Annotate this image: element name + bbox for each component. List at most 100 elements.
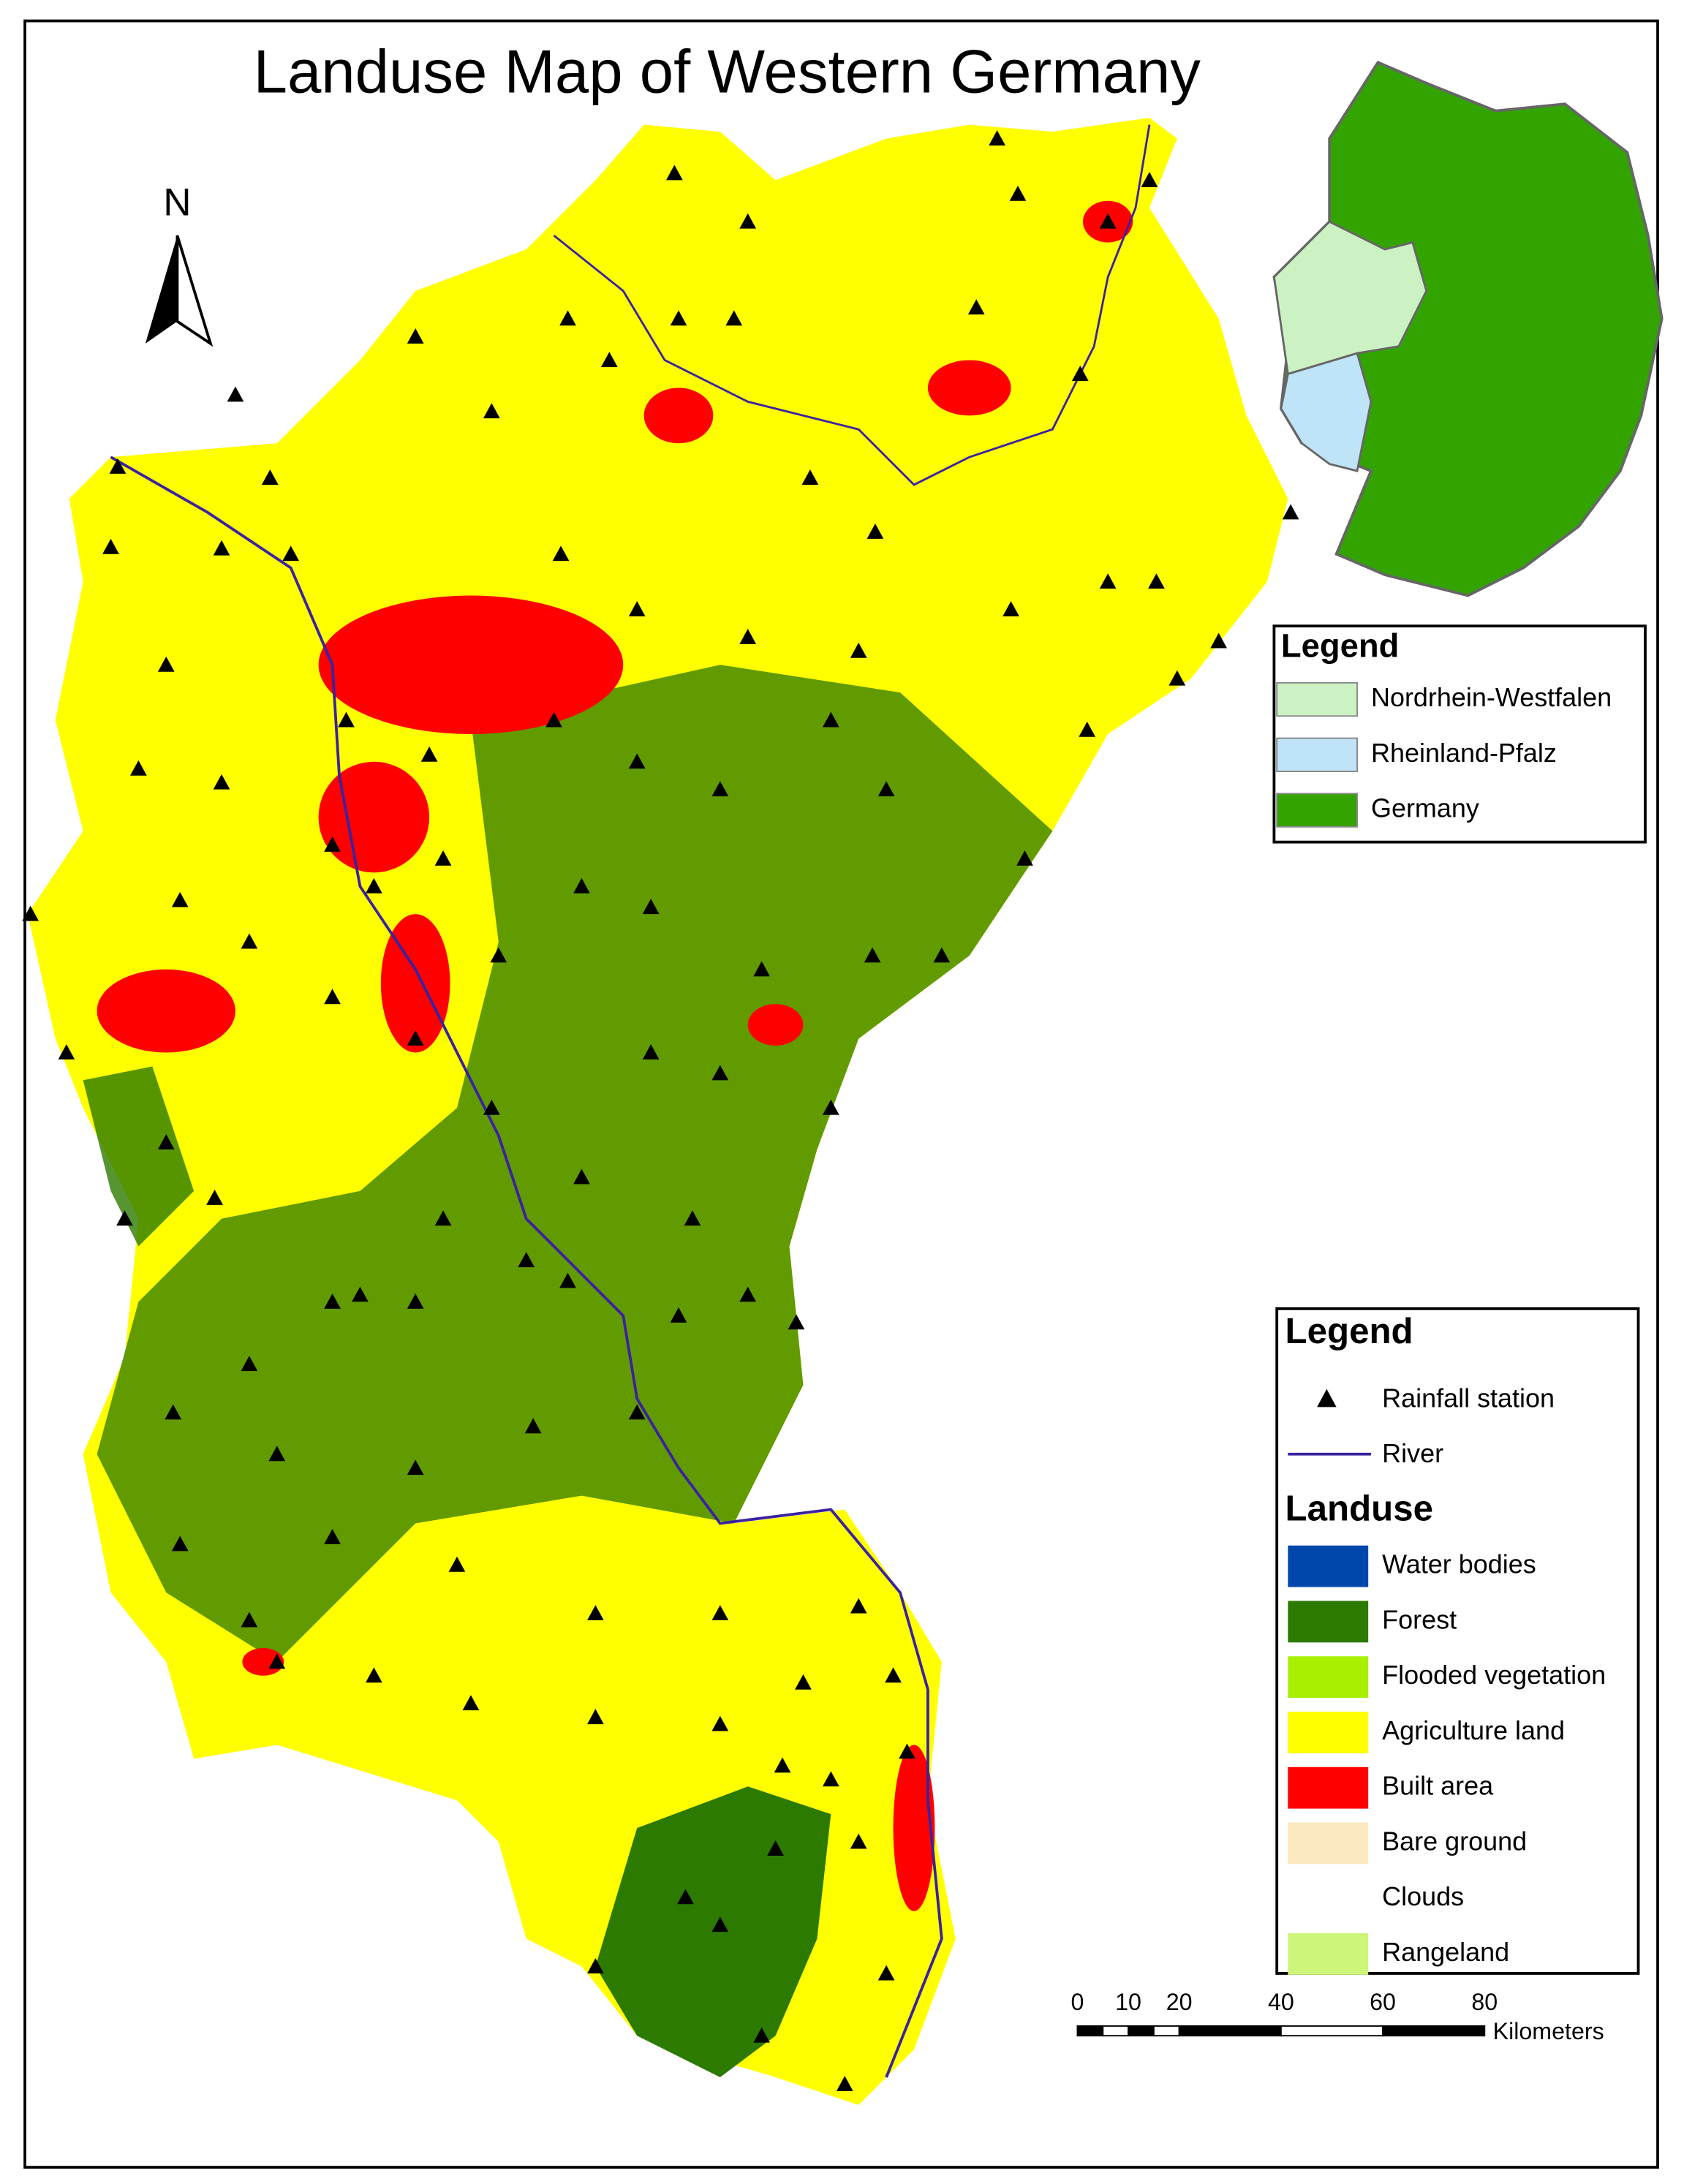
built-area	[318, 595, 624, 734]
rainfall-station	[58, 1044, 75, 1059]
rainfall-station	[407, 1293, 424, 1309]
rainfall-station	[434, 850, 452, 866]
built-area	[927, 360, 1011, 416]
legend-label: Rangeland	[1382, 1937, 1509, 1967]
rainfall-station	[268, 1446, 286, 1462]
legend-swatch	[1288, 1767, 1369, 1809]
rainfall-station	[711, 1916, 729, 1932]
rainfall-station	[483, 403, 500, 419]
built-area	[893, 1745, 935, 1911]
legend-label: Germany	[1371, 793, 1479, 823]
rainfall-station	[22, 905, 39, 921]
built-area	[97, 969, 235, 1053]
rainfall-station	[628, 753, 646, 769]
rainfall-station	[1210, 632, 1228, 649]
scale-segment	[1076, 2025, 1104, 2037]
rainfall-station	[552, 545, 570, 562]
rainfall-station	[268, 1653, 286, 1669]
legend-swatch	[1288, 1878, 1369, 1920]
rainfall-station	[227, 386, 244, 402]
rainfall-station	[1148, 573, 1165, 589]
rainfall-station	[711, 1605, 729, 1621]
rainfall-station	[670, 1307, 687, 1323]
north-arrow: N	[145, 181, 214, 347]
legend-swatch	[1288, 1656, 1369, 1699]
scale-segment	[1280, 2025, 1384, 2037]
rainfall-station	[587, 1605, 604, 1621]
rainfall-station	[877, 1965, 895, 1981]
legend-label: Clouds	[1382, 1881, 1464, 1911]
rainfall-station	[866, 524, 884, 539]
scale-segment	[1178, 2025, 1282, 2037]
rainfall-station	[665, 165, 683, 181]
rainfall-station	[116, 1210, 133, 1226]
rainfall-station	[1099, 573, 1117, 589]
rainfall-station	[1141, 171, 1158, 187]
nrw-outline	[1272, 220, 1428, 376]
legend-label: River	[1382, 1438, 1443, 1468]
rainfall-station	[989, 130, 1005, 146]
rainfall-station	[739, 1286, 757, 1302]
rainfall-station	[850, 1833, 867, 1849]
rainfall-station	[795, 1674, 812, 1690]
built-area	[380, 914, 450, 1053]
station-symbol	[1317, 1388, 1337, 1407]
rainfall-station	[711, 781, 729, 797]
rainfall-station	[109, 458, 127, 474]
north-label: N	[163, 181, 191, 224]
rainfall-station	[642, 899, 660, 915]
rainfall-station	[739, 213, 757, 229]
rainfall-station	[1282, 504, 1299, 520]
rainfall-station	[642, 1044, 660, 1059]
rainfall-station	[753, 961, 771, 977]
legend-label: Forest	[1382, 1604, 1457, 1634]
rainfall-station	[324, 836, 341, 852]
rainfall-station	[448, 1556, 466, 1572]
rainfall-station	[822, 711, 839, 728]
legend-swatch	[1288, 1545, 1369, 1587]
rainfall-station	[407, 1030, 424, 1046]
region-map	[22, 118, 1299, 2105]
rainfall-station	[524, 1418, 542, 1434]
rainfall-station	[600, 352, 618, 368]
rainfall-station	[864, 947, 881, 963]
legend-label: Water bodies	[1382, 1549, 1536, 1579]
legend-swatch	[1288, 1601, 1369, 1643]
rainfall-station	[324, 1293, 341, 1309]
scale-tick-label: 80	[1471, 1989, 1498, 2015]
rainfall-station	[282, 545, 300, 562]
rainfall-station	[1071, 366, 1089, 381]
legend-label: Agriculture land	[1382, 1715, 1565, 1745]
rainfall-station	[933, 947, 951, 963]
rainfall-station	[899, 1743, 915, 1759]
rainfall-station	[407, 1459, 424, 1475]
rainfall-station	[324, 1529, 341, 1544]
rainfall-station	[241, 1611, 258, 1628]
legend-label: Rainfall station	[1382, 1383, 1555, 1413]
rainfall-station	[836, 2076, 853, 2091]
rainfall-station	[753, 2027, 771, 2043]
rainfall-station	[434, 1210, 452, 1226]
rainfall-station	[573, 1168, 590, 1184]
rainfall-station	[822, 1099, 839, 1115]
legend-swatch	[1276, 737, 1358, 773]
rainfall-station	[518, 1252, 535, 1268]
legend-swatch	[1276, 793, 1358, 828]
river	[110, 456, 943, 2078]
rainfall-station	[213, 774, 230, 790]
rainfall-station	[241, 1356, 258, 1372]
rainfall-station	[877, 781, 895, 797]
rainfall-station	[462, 1695, 480, 1711]
rainfall-station	[573, 877, 590, 893]
built-area	[747, 1004, 804, 1046]
rainfall-station	[587, 1709, 604, 1725]
rainfall-station	[788, 1314, 805, 1330]
rainfall-station	[1099, 213, 1117, 229]
scale-tick-label: 0	[1071, 1989, 1084, 2015]
rainfall-station	[850, 642, 867, 658]
rainfall-station	[338, 711, 355, 728]
scale-segment	[1152, 2025, 1180, 2037]
rainfall-station	[157, 1134, 175, 1150]
rainfall-station	[1079, 721, 1096, 737]
legend-label: Bare ground	[1382, 1826, 1527, 1856]
